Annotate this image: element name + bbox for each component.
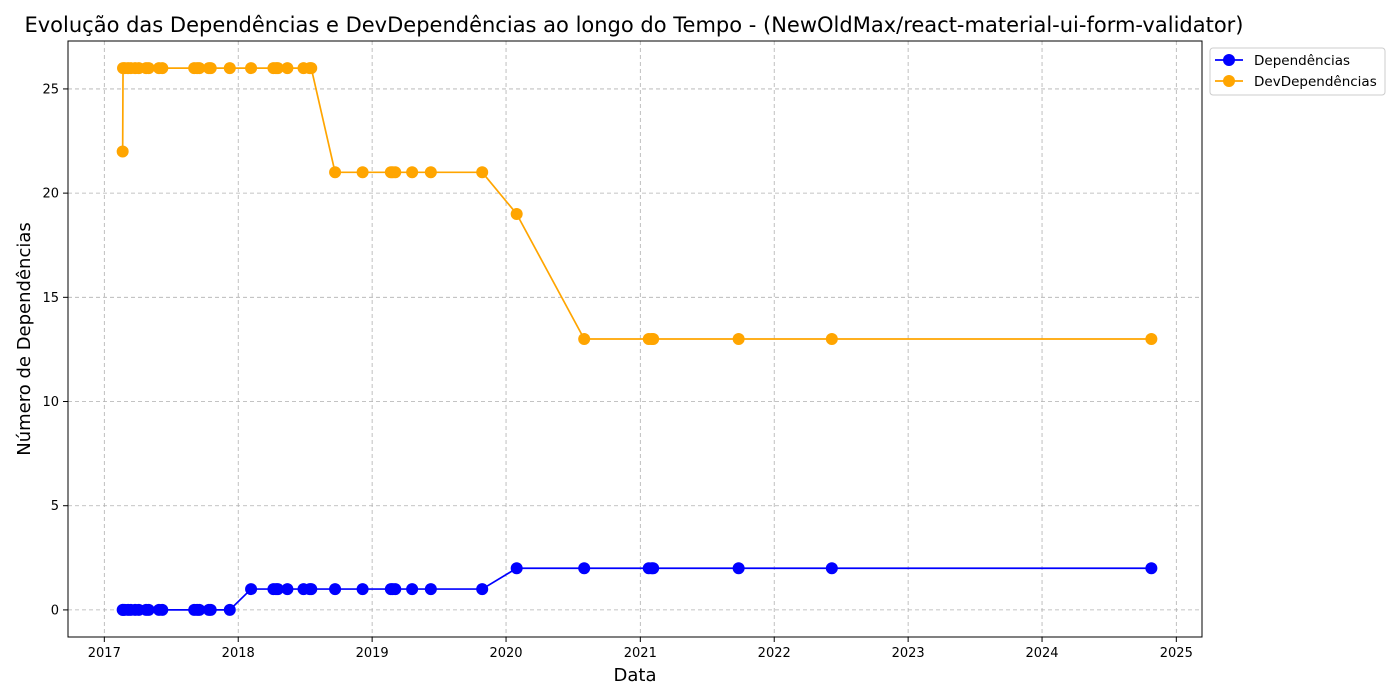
data-point-dependencias [305,583,318,596]
x-axis-title: Data [614,665,657,686]
data-point-devdependencias [142,62,155,75]
x-tick-label-2020: 2020 [489,646,522,661]
data-point-devdependencias [204,62,217,75]
data-point-devdependencias [356,166,369,179]
legend: Dependências DevDependências [1209,47,1386,96]
series-group [116,62,1158,616]
y-tick-label-25: 25 [42,82,59,97]
x-tick-label-2018: 2018 [222,646,255,661]
data-point-dependencias [1145,562,1158,575]
data-point-devdependencias [116,145,129,158]
data-point-dependencias [329,583,342,596]
data-point-devdependencias [732,333,745,345]
data-point-devdependencias [389,166,402,179]
x-tick-label-2023: 2023 [892,646,925,661]
legend-box [1209,47,1386,96]
data-point-dependencias [389,583,402,596]
data-point-dependencias [204,603,217,616]
data-point-dependencias [825,562,838,575]
data-point-dependencias [245,583,258,596]
y-tick-label-5: 5 [51,499,59,514]
y-tick-label-15: 15 [42,291,59,306]
data-point-devdependencias [156,62,169,75]
data-point-devdependencias [305,62,318,75]
x-tick-label-2024: 2024 [1025,646,1058,661]
legend-label-devdependencias: DevDependências [1254,74,1377,90]
data-point-dependencias [406,583,419,596]
data-point-dependencias [142,603,155,616]
data-point-devdependencias [825,333,838,345]
y-tick-label-20: 20 [42,187,59,202]
data-point-dependencias [193,603,206,616]
series-devdependencias [116,62,1158,345]
x-tick-label-2021: 2021 [624,646,657,661]
legend-label-dependencias: Dependências [1254,53,1350,69]
data-point-devdependencias [406,166,419,179]
y-axis-title: Número de Dependências [14,222,35,456]
y-axis: 0 5 10 15 20 25 [42,82,68,618]
data-point-dependencias [476,583,489,596]
data-point-devdependencias [424,166,437,179]
series-dependencias [116,562,1158,616]
series-line-devdependencias [121,67,1152,340]
data-point-devdependencias [281,62,294,75]
data-point-devdependencias [578,333,591,345]
data-point-dependencias [223,603,236,616]
data-point-dependencias [156,603,169,616]
x-axis: 2017 2018 2019 2020 2021 2022 2023 2024 2025 [88,637,1193,661]
data-point-dependencias [356,583,369,596]
data-point-dependencias [732,562,745,575]
plot-area-frame [67,40,1203,638]
x-tick-label-2022: 2022 [758,646,791,661]
x-tick-label-2019: 2019 [356,646,389,661]
y-tick-label-10: 10 [42,395,59,410]
legend-marker-dependencias [1223,54,1235,66]
data-point-dependencias [647,562,660,575]
data-point-devdependencias [647,333,660,345]
data-point-dependencias [424,583,437,596]
data-point-dependencias [510,562,523,575]
data-point-devdependencias [476,166,489,179]
data-point-dependencias [271,583,284,596]
x-tick-label-2025: 2025 [1160,646,1193,661]
data-point-dependencias [578,562,591,575]
legend-marker-devdependencias [1223,75,1235,87]
chart-title: Evolução das Dependências e DevDependênc… [24,13,1243,37]
data-point-devdependencias [1145,333,1158,345]
x-tick-label-2017: 2017 [88,646,121,661]
data-point-devdependencias [510,207,523,220]
data-point-devdependencias [271,62,284,75]
data-point-devdependencias [245,62,258,75]
y-tick-label-0: 0 [51,603,59,618]
data-point-dependencias [281,583,294,596]
data-point-devdependencias [329,166,342,179]
data-point-devdependencias [223,62,236,75]
data-point-devdependencias [193,62,206,75]
